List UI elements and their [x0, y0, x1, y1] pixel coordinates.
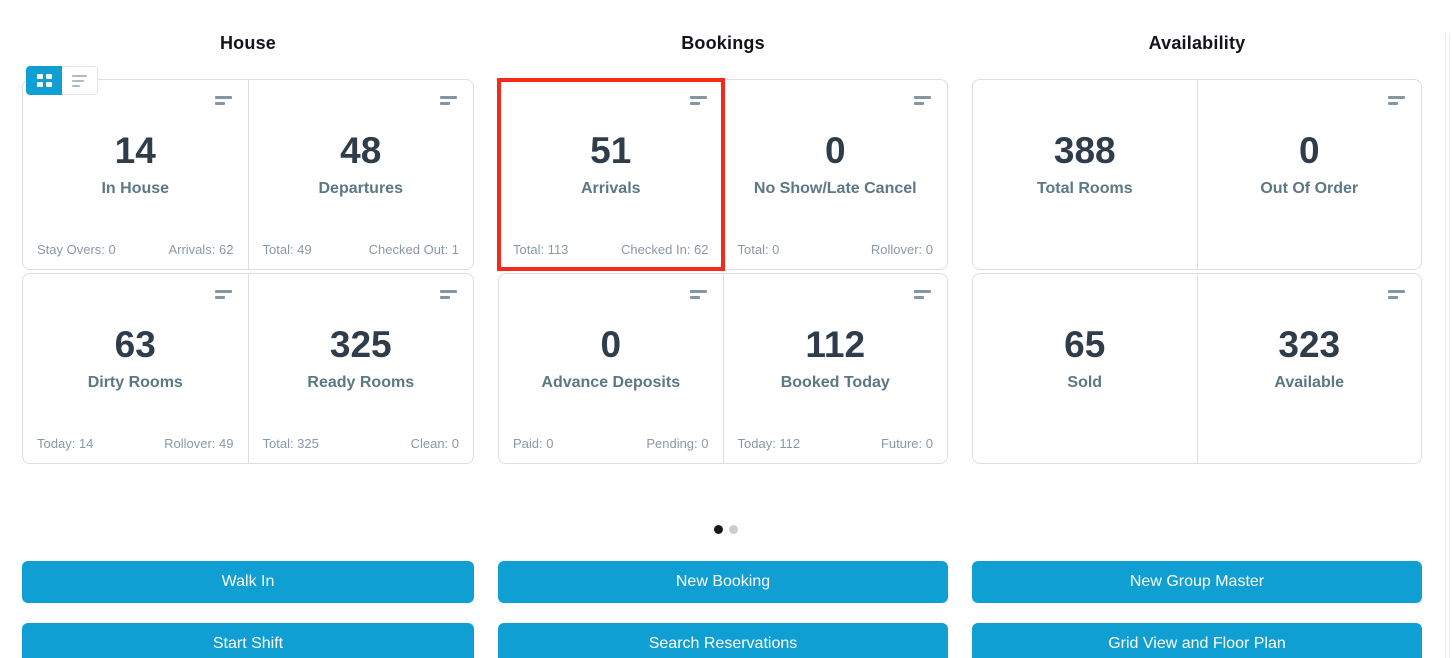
pagination-dot-active[interactable]: [714, 525, 723, 534]
availability-panel-row2: 65 Sold 323 Available: [972, 273, 1422, 464]
card-label: Available: [1274, 373, 1345, 391]
card-footer-left: Total: 0: [737, 242, 780, 257]
card-value: 65: [1064, 324, 1106, 365]
card-label: Total Rooms: [1036, 179, 1133, 197]
card-footer-left: Total: 113: [513, 242, 569, 257]
card-footer-left: Today: 112: [737, 436, 801, 451]
card-ready-rooms[interactable]: 325 Ready Rooms Total: 325 Clean: 0: [247, 274, 474, 463]
card-sold[interactable]: 65 Sold: [973, 274, 1197, 463]
card-value: 51: [590, 130, 632, 171]
card-label: Out Of Order: [1260, 179, 1359, 197]
card-dirty-rooms[interactable]: 63 Dirty Rooms Today: 14 Rollover: 49: [23, 274, 248, 463]
card-value: 63: [114, 324, 156, 365]
dashboard-page: House Bookings Availability 14 In House …: [0, 33, 1452, 658]
card-no-show-late-cancel[interactable]: 0 No Show/Late Cancel Total: 0 Rollover:…: [722, 80, 948, 269]
list-view-button[interactable]: [62, 66, 98, 95]
card-footer-right: Rollover: 49: [164, 436, 234, 451]
house-panel-row2: 63 Dirty Rooms Today: 14 Rollover: 49 32…: [22, 273, 474, 464]
card-menu-icon[interactable]: [1388, 96, 1405, 105]
card-advance-deposits[interactable]: 0 Advance Deposits Paid: 0 Pending: 0: [499, 274, 723, 463]
card-footer-right: Checked In: 62: [621, 242, 709, 257]
card-value: 388: [1053, 130, 1116, 171]
card-menu-icon[interactable]: [689, 96, 707, 105]
card-total-rooms[interactable]: 388 Total Rooms: [973, 80, 1197, 269]
card-footer-right: Arrivals: 62: [168, 242, 234, 257]
card-value: 0: [824, 130, 846, 171]
card-label: Arrivals: [580, 179, 641, 197]
card-menu-icon[interactable]: [214, 290, 232, 299]
house-column: 14 In House Stay Overs: 0 Arrivals: 62 4…: [22, 79, 474, 464]
search-reservations-button[interactable]: Search Reservations: [498, 623, 948, 658]
card-label: In House: [101, 179, 170, 197]
card-value: 0: [600, 324, 622, 365]
bookings-panel-row1: 51 Arrivals Total: 113 Checked In: 62 0 …: [497, 78, 948, 271]
card-label: Advance Deposits: [541, 373, 681, 391]
card-arrivals[interactable]: 51 Arrivals Total: 113 Checked In: 62: [497, 78, 725, 271]
section-headers: House Bookings Availability: [22, 33, 1422, 54]
stats-grid: 14 In House Stay Overs: 0 Arrivals: 62 4…: [22, 78, 1422, 464]
card-label: Dirty Rooms: [87, 373, 183, 391]
card-menu-icon[interactable]: [689, 290, 707, 299]
bookings-column: 51 Arrivals Total: 113 Checked In: 62 0 …: [497, 78, 948, 464]
card-label: Booked Today: [780, 373, 890, 391]
card-booked-today[interactable]: 112 Booked Today Today: 112 Future: 0: [722, 274, 948, 463]
card-out-of-order[interactable]: 0 Out Of Order: [1196, 80, 1422, 269]
grid-view-button[interactable]: [26, 66, 62, 95]
card-footer-right: Future: 0: [880, 436, 933, 451]
house-panel-row1: 14 In House Stay Overs: 0 Arrivals: 62 4…: [22, 79, 474, 270]
card-value: 323: [1278, 324, 1341, 365]
card-available[interactable]: 323 Available: [1196, 274, 1422, 463]
grid-view-icon: [36, 74, 52, 87]
card-footer-left: Total: 325: [262, 436, 319, 451]
card-value: 112: [805, 324, 866, 365]
card-label: No Show/Late Cancel: [753, 179, 917, 197]
carousel-pagination: [0, 525, 1452, 534]
card-menu-icon[interactable]: [440, 96, 457, 105]
card-value: 325: [329, 324, 392, 365]
availability-column: 388 Total Rooms 0 Out Of Order: [972, 79, 1422, 464]
card-value: 0: [1298, 130, 1320, 171]
bookings-panel-row2: 0 Advance Deposits Paid: 0 Pending: 0 11…: [498, 273, 948, 464]
new-booking-button[interactable]: New Booking: [498, 561, 948, 603]
grid-view-floor-plan-button[interactable]: Grid View and Floor Plan: [972, 623, 1422, 658]
card-menu-icon[interactable]: [1388, 290, 1405, 299]
card-footer-left: Stay Overs: 0: [37, 242, 116, 257]
card-label: Sold: [1067, 373, 1103, 391]
walk-in-button[interactable]: Walk In: [22, 561, 474, 603]
card-footer-right: Checked Out: 1: [368, 242, 459, 257]
card-menu-icon[interactable]: [914, 96, 931, 105]
card-footer-right: Pending: 0: [646, 436, 709, 451]
card-value: 14: [114, 130, 156, 171]
card-label: Departures: [318, 179, 403, 197]
card-departures[interactable]: 48 Departures Total: 49 Checked Out: 1: [247, 80, 474, 269]
card-footer-left: Total: 49: [262, 242, 312, 257]
card-footer-left: Today: 14: [37, 436, 94, 451]
availability-panel-row1: 388 Total Rooms 0 Out Of Order: [972, 79, 1422, 270]
section-title-house: House: [219, 33, 276, 53]
new-group-master-button[interactable]: New Group Master: [972, 561, 1422, 603]
card-footer-right: Clean: 0: [410, 436, 459, 451]
scrollbar-track[interactable]: [1445, 33, 1450, 658]
section-title-availability: Availability: [1148, 33, 1246, 53]
card-menu-icon[interactable]: [214, 96, 232, 105]
card-in-house[interactable]: 14 In House Stay Overs: 0 Arrivals: 62: [23, 80, 248, 269]
card-footer-left: Paid: 0: [513, 436, 554, 451]
card-menu-icon[interactable]: [914, 290, 931, 299]
list-view-icon: [72, 74, 87, 87]
card-menu-icon[interactable]: [440, 290, 457, 299]
start-shift-button[interactable]: Start Shift: [22, 623, 474, 658]
card-label: Ready Rooms: [307, 373, 415, 391]
pagination-dot-inactive[interactable]: [729, 525, 738, 534]
card-footer-right: Rollover: 0: [870, 242, 933, 257]
section-title-bookings: Bookings: [681, 33, 765, 53]
quick-actions: Walk In New Booking New Group Master Sta…: [22, 561, 1422, 658]
view-toggle: [26, 66, 98, 95]
card-value: 48: [340, 130, 382, 171]
